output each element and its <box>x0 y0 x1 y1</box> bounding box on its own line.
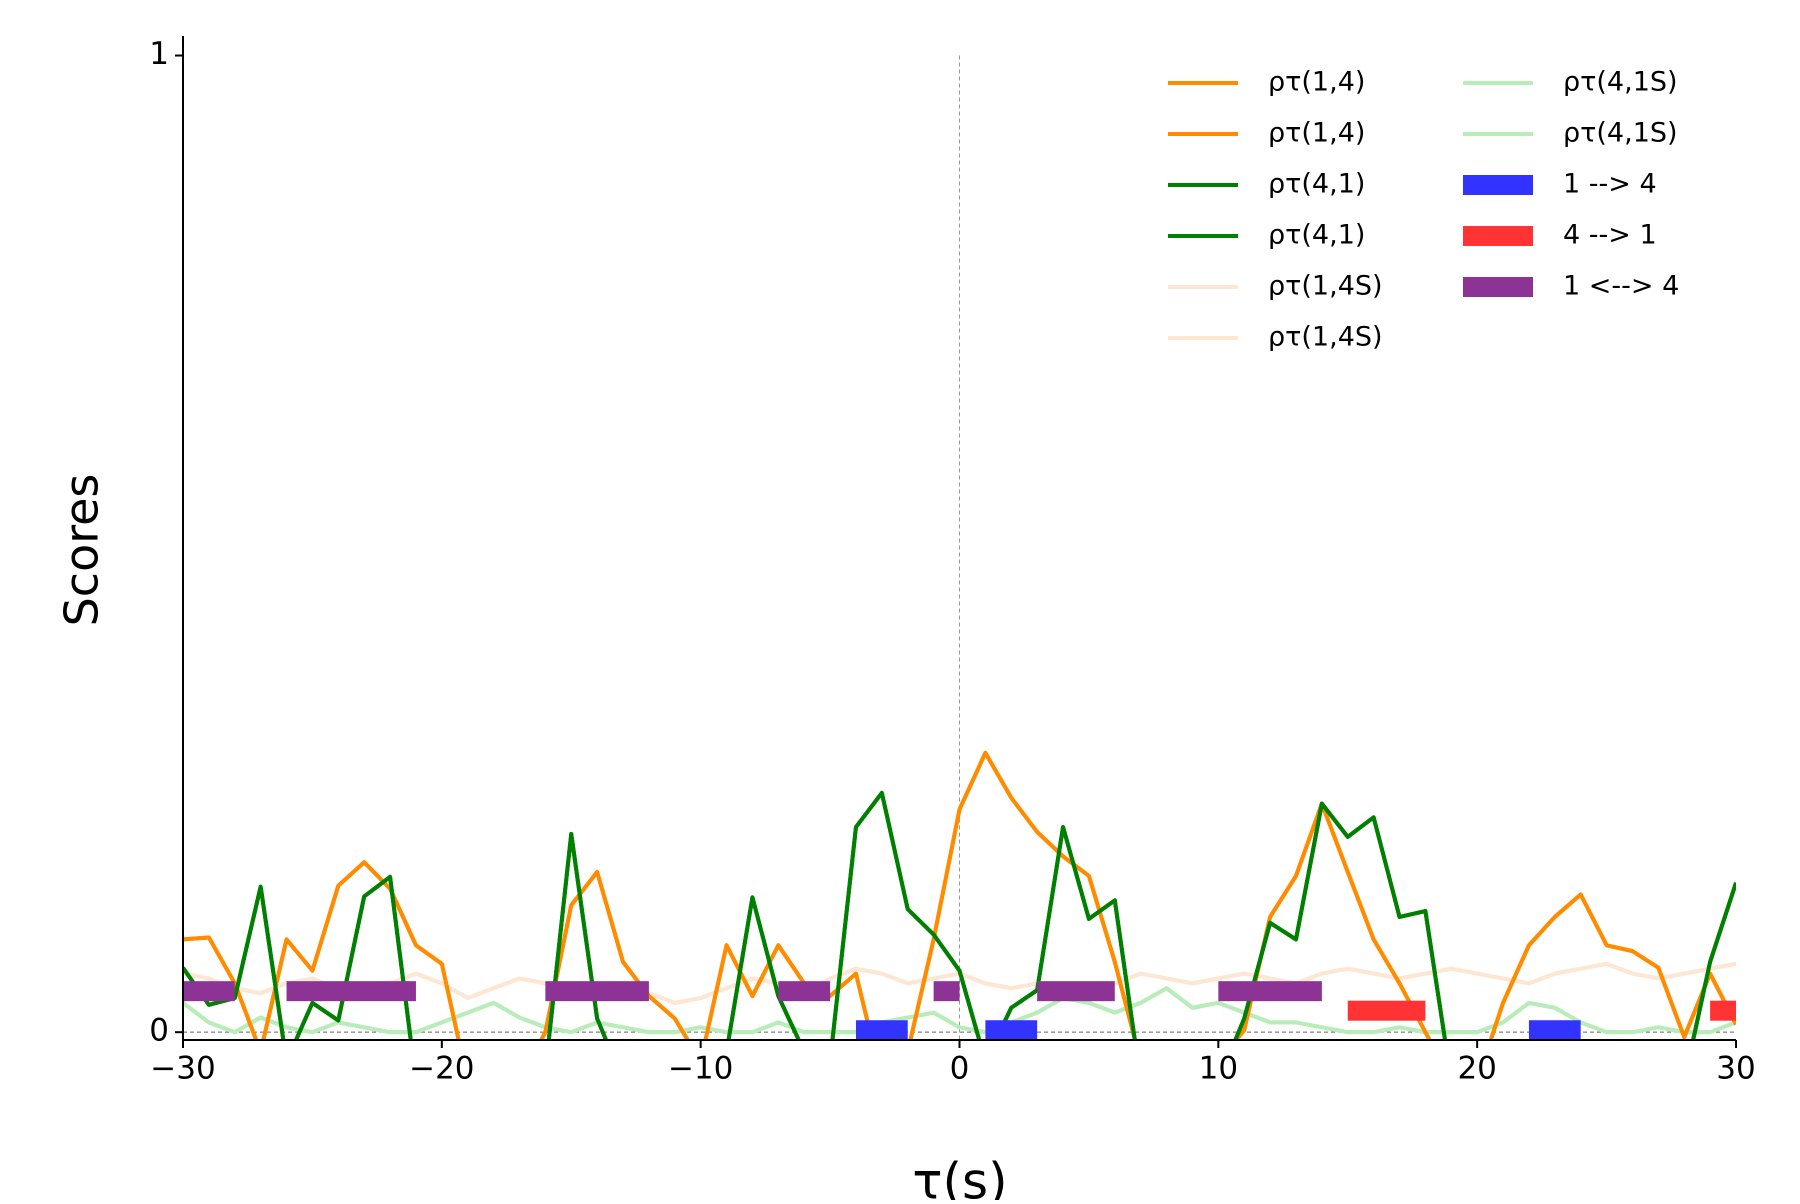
x-tick-label: −10 <box>668 1051 733 1087</box>
interval-bar <box>1710 1000 1736 1021</box>
legend-swatch <box>1463 175 1533 195</box>
series-line <box>183 790 1736 1040</box>
y-tick-label: 1 <box>149 36 169 72</box>
x-tick-label: 20 <box>1457 1051 1496 1087</box>
x-tick-label: −20 <box>409 1051 474 1087</box>
interval-bar <box>1218 981 1322 1002</box>
interval-bar <box>1037 981 1115 1002</box>
interval-bar <box>545 981 649 1002</box>
legend-label: ρτ(4,1) <box>1268 220 1365 251</box>
x-tick-label: −30 <box>150 1051 215 1087</box>
x-tick-label: 0 <box>950 1051 970 1087</box>
interval-bar <box>183 981 235 1002</box>
interval-bar <box>286 981 416 1002</box>
legend-label: 4 --> 1 <box>1563 220 1657 251</box>
legend-swatch <box>1463 226 1533 246</box>
legend-label: ρτ(4,1) <box>1268 169 1365 200</box>
legend-label: ρτ(1,4) <box>1268 118 1365 149</box>
y-axis-label: Scores <box>55 474 109 627</box>
interval-bar <box>855 1020 908 1040</box>
legend-label: ρτ(1,4S) <box>1268 322 1383 353</box>
interval-bar <box>778 981 831 1002</box>
legend-label: 1 <--> 4 <box>1563 271 1679 302</box>
legend-label: 1 --> 4 <box>1563 169 1657 200</box>
x-axis-label: τ(s) <box>912 1153 1007 1201</box>
interval-bar <box>933 981 960 1002</box>
series-line <box>183 750 1736 1040</box>
legend-label: ρτ(4,1S) <box>1563 67 1678 98</box>
interval-bar <box>1347 1000 1426 1021</box>
legend-label: ρτ(1,4S) <box>1268 271 1383 302</box>
series-line <box>183 986 1736 1035</box>
legend-label: ρτ(1,4) <box>1268 67 1365 98</box>
y-tick-label: 0 <box>149 1013 169 1049</box>
x-tick-label: 30 <box>1716 1051 1755 1087</box>
interval-bar <box>1528 1020 1581 1040</box>
legend-swatch <box>1463 277 1533 297</box>
interval-bar <box>985 1020 1038 1040</box>
plot-area <box>183 55 1736 1040</box>
x-tick-label: 10 <box>1199 1051 1238 1087</box>
legend-label: ρτ(4,1S) <box>1563 118 1678 149</box>
